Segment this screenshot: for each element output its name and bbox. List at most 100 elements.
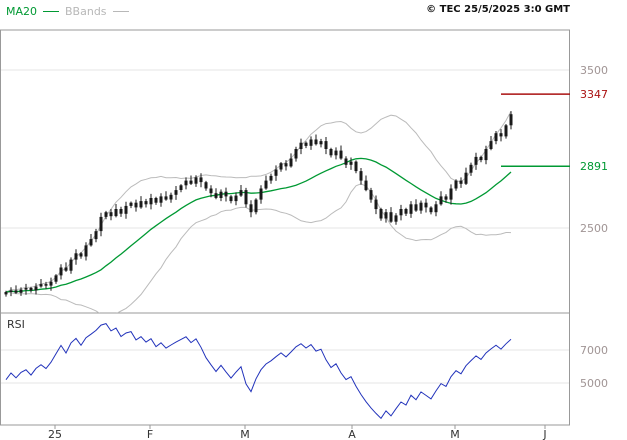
candle-body bbox=[104, 212, 108, 217]
candle-body bbox=[229, 196, 233, 202]
candle-body bbox=[54, 275, 58, 282]
rsi-axis-label: 5000 bbox=[580, 377, 608, 390]
candle-body bbox=[39, 284, 43, 287]
candle-body bbox=[119, 209, 123, 214]
candle-body bbox=[34, 286, 38, 291]
candle-body bbox=[494, 133, 498, 142]
candle-body bbox=[434, 204, 438, 213]
candle-body bbox=[474, 156, 478, 165]
candle-body bbox=[269, 175, 273, 181]
candle-body bbox=[114, 209, 118, 217]
candle-body bbox=[139, 201, 143, 208]
bbands-legend-label: BBands bbox=[65, 5, 107, 18]
x-axis-label: A bbox=[348, 428, 356, 440]
candle-body bbox=[169, 194, 173, 200]
candle-body bbox=[89, 239, 93, 246]
candle-body bbox=[504, 125, 508, 137]
candle-body bbox=[399, 209, 403, 216]
candle-body bbox=[239, 190, 243, 196]
rsi-plot-group bbox=[5, 323, 512, 420]
candle-body bbox=[234, 195, 238, 202]
candle-body bbox=[294, 149, 298, 159]
candle-body bbox=[349, 161, 353, 165]
candle-body bbox=[479, 156, 483, 161]
price-axis-label: 2500 bbox=[580, 222, 608, 235]
candle-body bbox=[249, 204, 253, 213]
candle-body bbox=[159, 196, 163, 203]
candle-body bbox=[4, 292, 8, 295]
candle-body bbox=[199, 177, 203, 183]
candle-body bbox=[59, 267, 63, 276]
x-axis-label: F bbox=[147, 428, 153, 440]
candle-body bbox=[254, 199, 258, 213]
candle-body bbox=[9, 290, 13, 292]
candle-body bbox=[184, 180, 188, 186]
candle-body bbox=[344, 158, 348, 165]
candle-body bbox=[189, 180, 193, 184]
candle-body bbox=[194, 177, 198, 184]
candle-body bbox=[339, 150, 343, 159]
candle-body bbox=[124, 205, 128, 214]
rsi-line bbox=[5, 323, 512, 420]
candle-body bbox=[244, 190, 248, 205]
ma20-legend-label: MA20 bbox=[6, 5, 38, 18]
candle-body bbox=[404, 209, 408, 214]
ma20-legend-line-sample bbox=[43, 11, 60, 12]
candle-body bbox=[304, 142, 308, 146]
price-plot-group bbox=[4, 111, 513, 313]
candle-body bbox=[379, 209, 383, 219]
candle-body bbox=[454, 180, 458, 189]
candle-body bbox=[49, 281, 53, 286]
candle-body bbox=[314, 139, 318, 145]
candle-body bbox=[499, 133, 503, 137]
candle-body bbox=[414, 204, 418, 211]
candle-body bbox=[409, 204, 413, 214]
candle-body bbox=[94, 231, 98, 240]
candle-body bbox=[174, 190, 178, 195]
copyright-text: © TEC 25/5/2025 3:0 GMT bbox=[426, 4, 570, 15]
candle-body bbox=[204, 182, 208, 189]
candle-body bbox=[299, 142, 303, 149]
candle-body bbox=[29, 288, 33, 291]
support-level-label: 2891 bbox=[580, 160, 608, 173]
candle-body bbox=[424, 202, 428, 208]
candle-body bbox=[369, 190, 373, 200]
candle-body bbox=[259, 188, 263, 200]
candle-body bbox=[284, 163, 288, 167]
x-axis-label: 25 bbox=[48, 428, 62, 440]
candle-body bbox=[264, 180, 268, 189]
candle-body bbox=[354, 161, 358, 172]
candle-body bbox=[329, 149, 333, 156]
candle-body bbox=[319, 141, 323, 145]
bollinger-upper-band bbox=[5, 111, 512, 293]
candle-body bbox=[489, 141, 493, 149]
candle-body bbox=[64, 267, 68, 271]
candle-body bbox=[359, 171, 363, 181]
chart-legend: MA20 BBands bbox=[6, 5, 129, 18]
candle-body bbox=[69, 259, 73, 271]
candle-body bbox=[44, 284, 48, 286]
candle-body bbox=[219, 191, 223, 198]
resistance-level-label: 3347 bbox=[580, 88, 608, 101]
candle-body bbox=[224, 191, 228, 197]
candle-body bbox=[509, 114, 513, 126]
candle-body bbox=[394, 215, 398, 222]
candle-body bbox=[324, 141, 328, 149]
candle-body bbox=[484, 149, 488, 161]
candle-body bbox=[144, 201, 148, 205]
candle-body bbox=[179, 185, 183, 190]
candle-body bbox=[149, 198, 153, 205]
candle-body bbox=[469, 164, 473, 173]
candle-body bbox=[14, 290, 18, 293]
candle-body bbox=[134, 202, 138, 208]
candle-body bbox=[449, 188, 453, 200]
x-axis-label: M bbox=[240, 428, 250, 440]
candle-body bbox=[214, 193, 218, 198]
candle-body bbox=[164, 196, 168, 200]
candle-body bbox=[459, 180, 463, 184]
candle-body bbox=[429, 207, 433, 213]
candle-body bbox=[19, 289, 23, 293]
candle-body bbox=[209, 188, 213, 194]
